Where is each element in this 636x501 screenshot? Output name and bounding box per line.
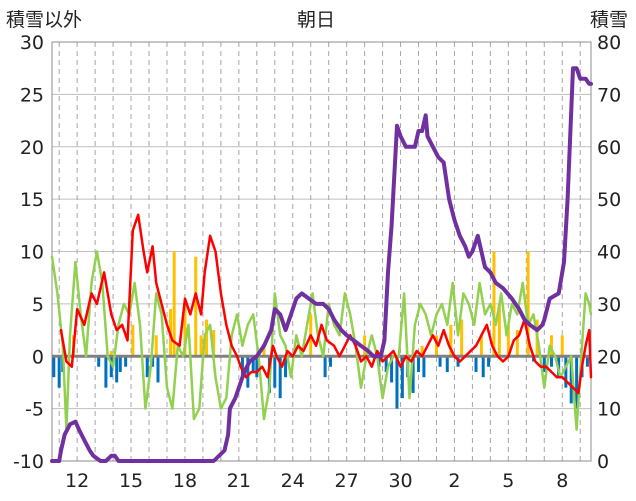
x-tick-label: 30 [388, 470, 412, 492]
precip-bar [199, 335, 203, 357]
negative-bar [57, 356, 61, 388]
y-left-tick-label: 5 [32, 294, 44, 316]
x-tick-label: 27 [335, 470, 359, 492]
precip-bar [515, 330, 519, 357]
y-left-tick-label: -10 [13, 451, 44, 473]
negative-bar [251, 356, 255, 372]
negative-bar [549, 356, 553, 367]
y-right-tick-label: 50 [597, 189, 621, 211]
negative-bar [542, 356, 546, 372]
y-right-tick-label: 80 [597, 32, 621, 54]
negative-bar [273, 356, 277, 388]
negative-bar [585, 356, 589, 367]
x-tick-label: 24 [281, 470, 305, 492]
series-line [50, 250, 593, 431]
precip-bar [363, 335, 367, 357]
precip-bar [460, 319, 464, 357]
x-tick-label: 8 [556, 470, 568, 492]
negative-bar [52, 356, 56, 378]
precip-bar [560, 335, 564, 357]
negative-bar [422, 356, 426, 378]
precip-bar [420, 345, 424, 357]
negative-bar [487, 356, 491, 367]
precip-bar [212, 330, 216, 357]
x-tick-label: 2 [448, 470, 460, 492]
y-left-tick-label: 0 [32, 346, 44, 368]
y-right-tick-label: 10 [597, 399, 621, 421]
negative-bar [104, 356, 108, 388]
y-right-tick-label: 0 [597, 451, 609, 473]
negative-bar [575, 356, 579, 409]
negative-bar [481, 356, 485, 378]
y-left-tick-label: -5 [25, 399, 44, 421]
negative-bar [390, 356, 394, 383]
negative-bar [145, 356, 149, 378]
precip-bar [449, 324, 453, 357]
y-right-tick-label: 30 [597, 294, 621, 316]
plot-border [51, 41, 592, 462]
y-right-tick-label: 20 [597, 346, 621, 368]
precip-bar [172, 251, 176, 357]
precip-bar [205, 319, 209, 357]
negative-bar [284, 356, 288, 378]
negative-bar [151, 356, 155, 367]
precip-bar [549, 335, 553, 357]
left-axis-label: 積雪以外 [6, 9, 83, 31]
negative-bar [156, 356, 160, 383]
precip-bar [497, 303, 501, 357]
precip-bar [526, 251, 530, 357]
negative-bar [109, 356, 113, 378]
y-right-tick-label: 70 [597, 84, 621, 106]
x-tick-label: 21 [227, 470, 251, 492]
negative-bar [97, 356, 101, 367]
series-layer [50, 66, 593, 463]
y-right-tick-label: 60 [597, 137, 621, 159]
y-left-tick-label: 15 [20, 189, 44, 211]
precip-bar [479, 335, 483, 357]
negative-bar [438, 356, 442, 367]
negative-bar [124, 356, 128, 367]
negative-bar [118, 356, 122, 372]
precip-bar [194, 256, 198, 357]
precip-bar [434, 335, 438, 357]
negative-bar [278, 356, 282, 399]
negative-bar [240, 356, 244, 378]
negative-bar [255, 356, 259, 378]
y-left-tick-label: 10 [20, 242, 44, 264]
negative-bar [569, 356, 573, 404]
negative-bar [400, 356, 404, 399]
series-line [59, 213, 593, 395]
precip-bar [109, 351, 113, 357]
x-tick-label: 12 [65, 470, 89, 492]
negative-bar [115, 356, 119, 383]
y-left-tick-label: 25 [20, 84, 44, 106]
precip-bar [154, 335, 158, 357]
precip-bar [506, 324, 510, 357]
precip-bar [183, 303, 187, 357]
x-tick-label: 5 [502, 470, 514, 492]
negative-bar [323, 356, 327, 378]
chart-title: 朝日 [297, 9, 336, 31]
precip-bar [492, 251, 496, 357]
negative-bar [474, 356, 478, 372]
negative-bar [246, 356, 250, 388]
negative-bar [395, 356, 399, 409]
negative-bar [328, 356, 332, 367]
x-tick-label: 15 [119, 470, 143, 492]
y-left-tick-label: 30 [20, 32, 44, 54]
precip-bar [131, 324, 135, 357]
series-line [50, 66, 593, 463]
precip-bar [262, 345, 266, 357]
right-axis-label: 積雪 [590, 9, 629, 31]
negative-bar [417, 356, 421, 372]
y-left-tick-label: 20 [20, 137, 44, 159]
negative-bar [564, 356, 568, 388]
negative-bar [411, 356, 415, 393]
y-right-tick-label: 40 [597, 242, 621, 264]
negative-bar [384, 356, 388, 372]
x-tick-label: 18 [173, 470, 197, 492]
negative-bar [445, 356, 449, 372]
